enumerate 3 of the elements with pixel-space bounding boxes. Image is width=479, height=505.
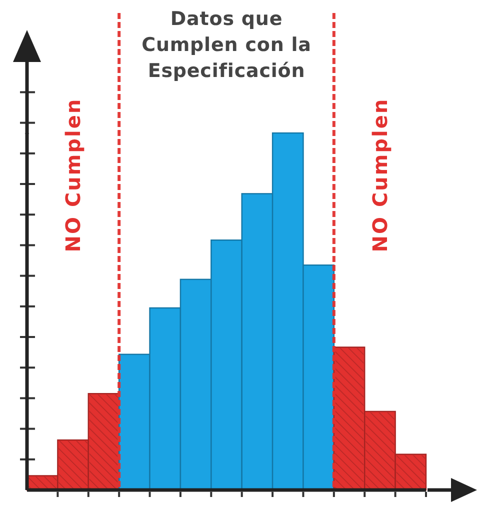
annotation: NO Cumplen — [61, 98, 86, 252]
annotation: NO Cumplen — [368, 98, 392, 252]
text: Datos que Cumplen con la Especificación — [142, 8, 312, 82]
